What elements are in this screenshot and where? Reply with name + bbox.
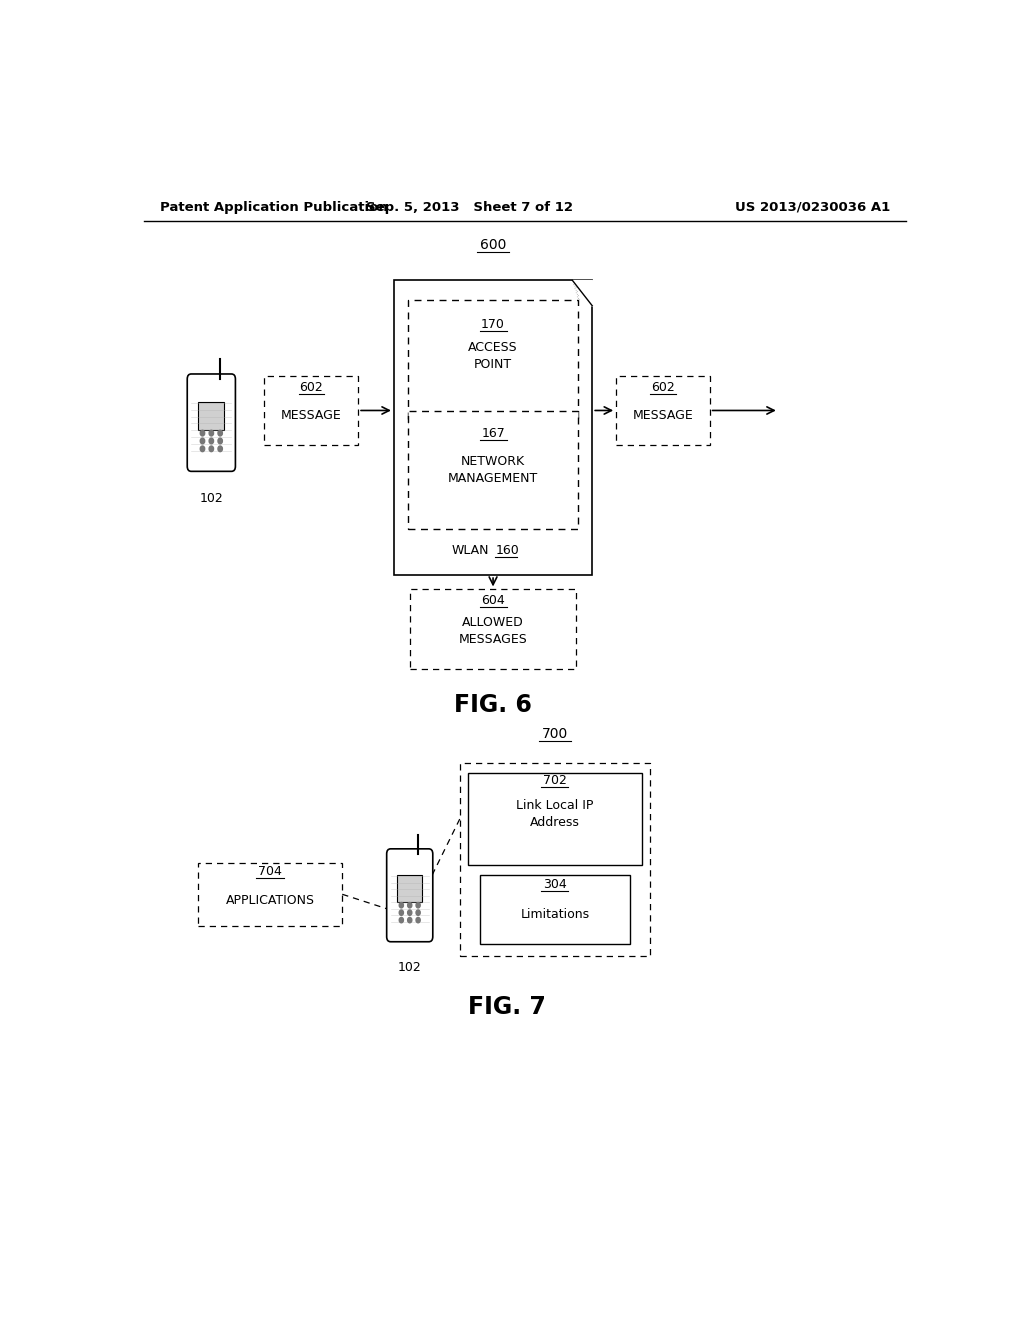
Circle shape <box>399 903 403 908</box>
Circle shape <box>408 909 412 915</box>
Text: 170: 170 <box>481 318 505 331</box>
Text: 304: 304 <box>543 878 567 891</box>
Circle shape <box>416 903 420 908</box>
Text: Patent Application Publication: Patent Application Publication <box>160 201 387 214</box>
FancyBboxPatch shape <box>187 374 236 471</box>
Bar <box>198 863 342 925</box>
Circle shape <box>201 446 205 451</box>
Text: Limitations: Limitations <box>520 908 590 921</box>
Circle shape <box>218 438 222 444</box>
Circle shape <box>399 917 403 923</box>
Text: NETWORK
MANAGEMENT: NETWORK MANAGEMENT <box>447 455 539 486</box>
Circle shape <box>201 430 205 436</box>
Bar <box>264 376 358 445</box>
Bar <box>199 401 224 429</box>
Circle shape <box>416 909 420 915</box>
Text: 102: 102 <box>200 492 223 504</box>
Text: MESSAGE: MESSAGE <box>281 409 342 422</box>
Bar <box>468 774 642 865</box>
Circle shape <box>408 903 412 908</box>
Circle shape <box>201 438 205 444</box>
Bar <box>616 376 710 445</box>
Bar <box>409 300 578 422</box>
Text: MESSAGE: MESSAGE <box>633 409 693 422</box>
Text: APPLICATIONS: APPLICATIONS <box>225 894 314 907</box>
Circle shape <box>209 430 214 436</box>
Text: 704: 704 <box>258 865 282 878</box>
Text: ALLOWED
MESSAGES: ALLOWED MESSAGES <box>459 616 527 645</box>
Text: 702: 702 <box>543 774 567 787</box>
Text: ACCESS
POINT: ACCESS POINT <box>468 342 518 371</box>
Text: FIG. 6: FIG. 6 <box>454 693 532 717</box>
Circle shape <box>416 917 420 923</box>
Bar <box>394 280 592 576</box>
Text: 602: 602 <box>651 381 675 395</box>
Text: 102: 102 <box>398 961 422 974</box>
Text: 167: 167 <box>481 426 505 440</box>
Text: 600: 600 <box>480 238 506 252</box>
Bar <box>479 875 631 944</box>
Bar <box>409 412 578 529</box>
Text: Link Local IP
Address: Link Local IP Address <box>516 799 594 829</box>
Bar <box>460 763 650 956</box>
Circle shape <box>218 430 222 436</box>
Text: 160: 160 <box>496 544 519 557</box>
Polygon shape <box>572 280 592 306</box>
Bar <box>397 875 422 902</box>
Text: 604: 604 <box>481 594 505 607</box>
FancyBboxPatch shape <box>387 849 433 941</box>
Bar <box>410 589 577 669</box>
Text: 700: 700 <box>542 727 568 741</box>
Circle shape <box>209 446 214 451</box>
Circle shape <box>218 446 222 451</box>
Circle shape <box>399 909 403 915</box>
Text: Sep. 5, 2013   Sheet 7 of 12: Sep. 5, 2013 Sheet 7 of 12 <box>366 201 572 214</box>
Text: US 2013/0230036 A1: US 2013/0230036 A1 <box>734 201 890 214</box>
Text: 602: 602 <box>299 381 324 395</box>
Circle shape <box>408 917 412 923</box>
Circle shape <box>209 438 214 444</box>
Text: FIG. 7: FIG. 7 <box>468 995 546 1019</box>
Text: WLAN: WLAN <box>452 544 489 557</box>
